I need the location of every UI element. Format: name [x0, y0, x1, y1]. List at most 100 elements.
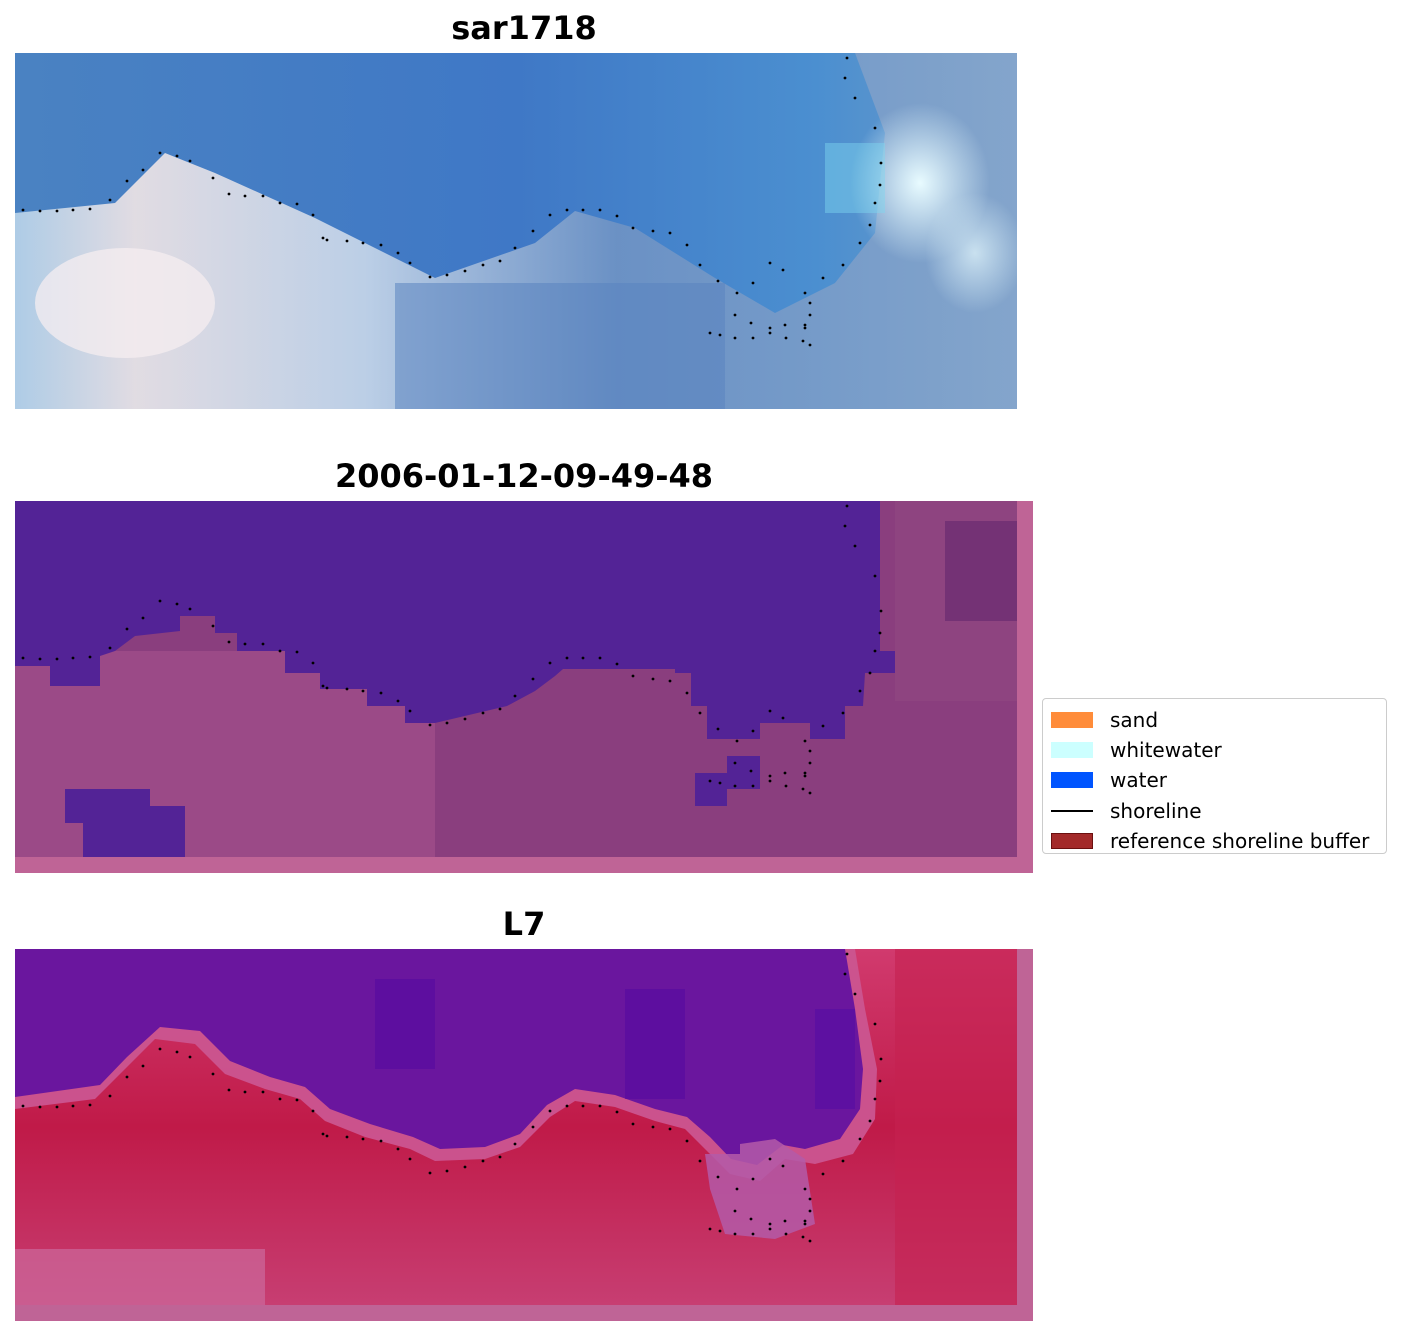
- panel-title-rgb: sar1718: [451, 9, 597, 47]
- shoreline-point: [853, 544, 857, 548]
- shoreline-dots-2: [21, 504, 883, 795]
- shoreline-point: [158, 151, 162, 155]
- shoreline-point: [71, 1104, 75, 1108]
- shoreline-point: [784, 784, 788, 788]
- shoreline-point: [295, 1098, 299, 1102]
- shoreline-point: [803, 774, 807, 778]
- shoreline-point: [868, 671, 872, 675]
- shoreline-point: [733, 336, 737, 340]
- shoreline-point: [768, 709, 772, 713]
- shoreline-point: [581, 656, 585, 660]
- shoreline-point: [651, 229, 655, 233]
- shoreline-point: [878, 1079, 882, 1083]
- panel-title-index: L7: [502, 905, 546, 943]
- shoreline-point: [873, 1097, 877, 1101]
- shoreline-point: [531, 1125, 535, 1129]
- shoreline-point: [751, 336, 755, 340]
- shoreline-point: [631, 226, 635, 230]
- shoreline-point: [188, 159, 192, 163]
- shoreline-point: [751, 729, 755, 733]
- shoreline-point: [227, 192, 231, 196]
- shoreline-point: [873, 201, 877, 205]
- shoreline-point: [651, 1125, 655, 1129]
- shoreline-point: [581, 208, 585, 212]
- shoreline-point: [211, 624, 215, 628]
- shoreline-point: [808, 1209, 812, 1213]
- shoreline-point: [125, 627, 129, 631]
- shoreline-point: [188, 607, 192, 611]
- shoreline-point: [749, 769, 753, 773]
- shoreline-point: [853, 96, 857, 100]
- shoreline-point: [845, 504, 849, 508]
- shoreline-point: [808, 1197, 812, 1201]
- shoreline-point: [716, 1175, 720, 1179]
- shoreline-point: [698, 263, 702, 267]
- shoreline-point: [858, 689, 862, 693]
- shoreline-point: [858, 1137, 862, 1141]
- shoreline-point: [781, 716, 785, 720]
- shoreline-point: [751, 1177, 755, 1181]
- shoreline-point: [716, 727, 720, 731]
- shoreline-dots-3: [21, 952, 883, 1243]
- shoreline-point: [845, 952, 849, 956]
- shoreline-point: [481, 263, 485, 267]
- shoreline-point: [428, 1171, 432, 1175]
- shoreline-point: [38, 1105, 42, 1109]
- shoreline-point: [498, 259, 502, 263]
- shoreline-point: [158, 599, 162, 603]
- shoreline-dots-1: [21, 56, 883, 347]
- shoreline-point: [428, 723, 432, 727]
- shoreline-point: [751, 281, 755, 285]
- shoreline-point: [345, 687, 349, 691]
- shoreline-point: [801, 787, 805, 791]
- shoreline-point: [321, 236, 325, 240]
- shoreline-point: [708, 331, 712, 335]
- shoreline-point: [733, 761, 737, 765]
- shoreline-point: [325, 238, 329, 242]
- shoreline-point: [38, 209, 42, 213]
- shoreline-point: [735, 291, 739, 295]
- shoreline-point: [879, 609, 883, 613]
- shoreline-point: [361, 241, 365, 245]
- shoreline-point: [108, 646, 112, 650]
- shoreline-point: [463, 269, 467, 273]
- shoreline-point: [379, 691, 383, 695]
- shoreline-point: [321, 684, 325, 688]
- shoreline-point: [141, 1064, 145, 1068]
- shoreline-point: [295, 202, 299, 206]
- shoreline-point: [843, 524, 847, 528]
- shoreline-point: [445, 273, 449, 277]
- shoreline-point: [768, 1227, 772, 1231]
- shoreline-point: [783, 323, 787, 327]
- index-image-panel: [15, 949, 1033, 1321]
- shoreline-point: [749, 1217, 753, 1221]
- shoreline-point: [531, 229, 535, 233]
- shoreline-point: [261, 194, 265, 198]
- shoreline-point: [631, 674, 635, 678]
- shoreline-point: [808, 749, 812, 753]
- shoreline-point: [498, 1155, 502, 1159]
- shoreline-point: [873, 649, 877, 653]
- shoreline-point: [531, 677, 535, 681]
- shoreline-point: [408, 261, 412, 265]
- shoreline-point: [321, 1132, 325, 1136]
- shoreline-point: [513, 1142, 517, 1146]
- legend-item-shoreline: shoreline: [1051, 796, 1378, 826]
- shoreline-point: [481, 1159, 485, 1163]
- shoreline-point: [345, 1135, 349, 1139]
- shoreline-point: [708, 1227, 712, 1231]
- shoreline-point: [783, 771, 787, 775]
- shoreline-point: [801, 1235, 805, 1239]
- shoreline-point: [325, 686, 329, 690]
- shoreline-point: [175, 154, 179, 158]
- shoreline-point: [708, 779, 712, 783]
- shoreline-point: [751, 784, 755, 788]
- shoreline-point: [71, 656, 75, 660]
- legend-item-reference-buffer: reference shoreline buffer: [1051, 826, 1378, 856]
- shoreline-point: [803, 291, 807, 295]
- shoreline-point: [141, 168, 145, 172]
- legend-item-whitewater: whitewater: [1051, 735, 1378, 765]
- shoreline-swatch: [1051, 809, 1093, 812]
- shoreline-point: [513, 246, 517, 250]
- shoreline-point: [261, 642, 265, 646]
